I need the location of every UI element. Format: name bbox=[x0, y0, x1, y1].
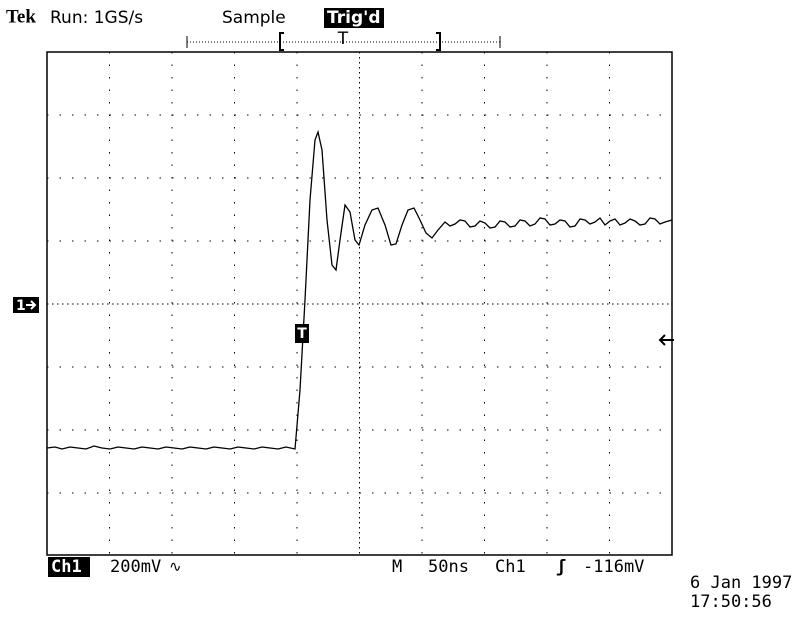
channel-marker: 1 bbox=[16, 298, 26, 314]
trigger-marker-box bbox=[295, 324, 309, 343]
date: 6 Jan 1997 bbox=[690, 573, 792, 593]
timebase-label: M bbox=[392, 557, 402, 577]
channel-arrow bbox=[26, 300, 37, 310]
brand: Tek bbox=[6, 6, 36, 27]
trigger-level-arrow bbox=[658, 334, 674, 346]
trigger-source: Ch1 bbox=[495, 557, 526, 577]
channel: Ch1 bbox=[51, 557, 82, 577]
acq-mode: Sample bbox=[222, 8, 286, 28]
waveform bbox=[46, 129, 673, 450]
trigger-slope: ʃ bbox=[556, 557, 566, 577]
time: 17:50:56 bbox=[690, 592, 772, 612]
volts-per-div: 200mV bbox=[110, 557, 161, 577]
trig-pos: T bbox=[337, 29, 349, 49]
trig-status: Trig'd bbox=[327, 8, 380, 28]
trigger-level: -116mV bbox=[583, 557, 644, 577]
trigger-marker: T bbox=[297, 326, 307, 342]
time-per-div: 50ns bbox=[428, 557, 469, 577]
run-rate: Run: 1GS/s bbox=[50, 8, 143, 28]
coupling: ∿ bbox=[169, 558, 182, 576]
channel-box bbox=[48, 557, 90, 577]
record-bracket bbox=[279, 32, 441, 51]
status-box bbox=[324, 8, 384, 28]
graticule bbox=[47, 52, 672, 555]
